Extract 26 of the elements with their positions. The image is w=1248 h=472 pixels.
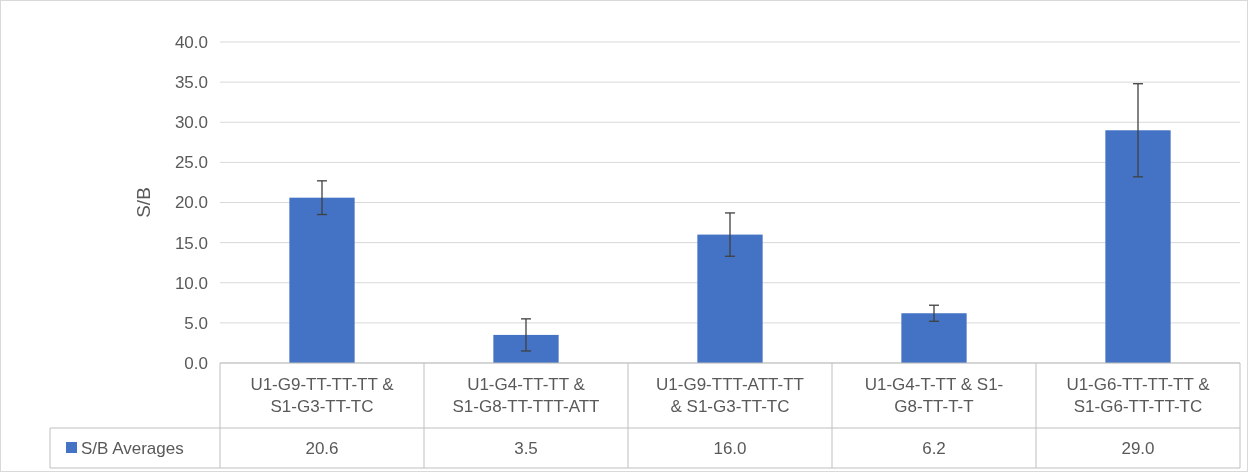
x-tick-label: U1-G4-T-TT & S1-G8-TT-T-T: [864, 375, 1004, 417]
y-tick-label: 30.0: [174, 113, 208, 133]
data-label: 29.0: [1121, 438, 1155, 458]
y-tick-label: 15.0: [174, 233, 208, 253]
data-label: 3.5: [514, 438, 538, 458]
x-tick-label: U1-G4-TT-TT & S1-G8-TT-TTT-ATT: [452, 375, 600, 417]
y-tick-label: 35.0: [174, 73, 208, 93]
bar: [697, 234, 763, 363]
x-tick-label: U1-G9-TTT-ATT-TT & S1-G3-TT-TC: [656, 375, 804, 417]
bar: [1105, 130, 1171, 363]
x-tick-label: U1-G6-TT-TT-TT & S1-G6-TT-TT-TC: [1066, 375, 1211, 417]
y-tick-label: 0.0: [184, 353, 208, 373]
data-label: 6.2: [922, 438, 946, 458]
y-tick-label: 10.0: [174, 273, 208, 293]
y-tick-label: 20.0: [174, 193, 208, 213]
bar: [901, 313, 967, 363]
bar: [493, 334, 559, 363]
y-tick-label: 5.0: [184, 313, 208, 333]
y-tick-label: 40.0: [174, 32, 208, 52]
data-label: 20.6: [305, 438, 339, 458]
y-tick-label: 25.0: [174, 153, 208, 173]
x-tick-label: U1-G9-TT-TT-TT & S1-G3-TT-TC: [250, 375, 395, 417]
legend-label: S/B Averages: [81, 438, 184, 458]
y-axis-title: S/B: [133, 187, 154, 218]
data-label: 16.0: [713, 438, 747, 458]
bar: [289, 197, 355, 363]
